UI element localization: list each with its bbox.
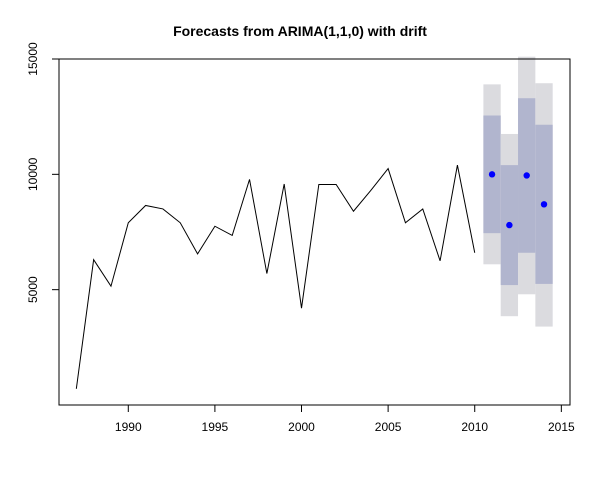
forecast-point [506, 221, 513, 229]
y-tick-label: 5000 [26, 276, 40, 303]
y-tick-label: 15000 [26, 42, 40, 76]
observed-series [75, 165, 476, 389]
chart-title: Forecasts from ARIMA(1,1,0) with drift [173, 23, 427, 39]
x-tick-label: 1990 [115, 420, 142, 434]
x-tick-label: 2015 [548, 420, 575, 434]
observed-line [75, 165, 476, 389]
x-tick-label: 2000 [288, 420, 315, 434]
forecast-series [488, 171, 548, 229]
x-tick-label: 1995 [202, 420, 229, 434]
y-tick-label: 10000 [26, 157, 40, 191]
x-axis: 1990 1995 2000 2005 2010 2015 [115, 404, 575, 434]
x-tick-label: 2010 [461, 420, 488, 434]
y-axis: 5000 10000 15000 [26, 42, 60, 303]
x-tick-label: 2005 [375, 420, 402, 434]
forecast-point [488, 171, 496, 178]
forecast-point [540, 201, 548, 208]
prediction-intervals [483, 56, 553, 327]
forecast-point [523, 172, 530, 179]
